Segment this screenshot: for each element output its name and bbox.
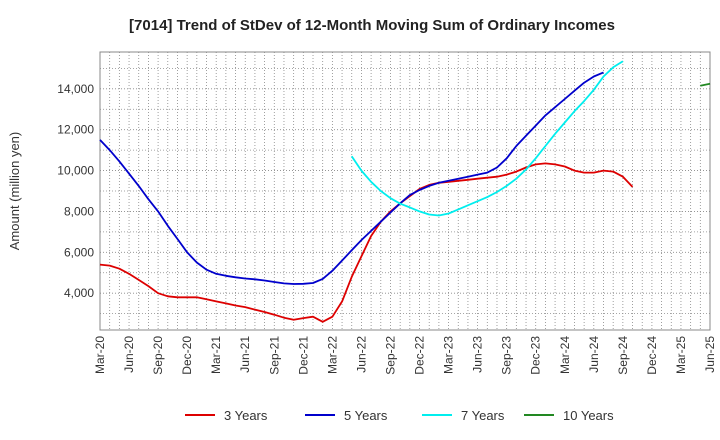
x-tick-label: Jun-25 — [703, 336, 717, 373]
series-lines — [99, 60, 711, 323]
legend-label: 3 Years — [224, 408, 268, 423]
x-tick-label: Mar-23 — [442, 336, 456, 374]
x-tick-label: Dec-24 — [645, 336, 659, 375]
series-line-10-years — [700, 82, 711, 87]
x-tick-label: Sep-24 — [616, 336, 630, 375]
legend-label: 7 Years — [461, 408, 505, 423]
x-tick-label: Jun-20 — [122, 336, 136, 373]
y-tick-label: 6,000 — [64, 245, 94, 259]
legend-label: 10 Years — [563, 408, 614, 423]
x-tick-label: Jun-24 — [587, 336, 601, 373]
x-tick-label: Mar-20 — [93, 336, 107, 374]
x-axis-ticks: Mar-20 Jun-20 Sep-20 Dec-20 Mar-21 Jun-21 Sep-… — [93, 336, 717, 375]
x-tick-label: Dec-21 — [296, 336, 310, 375]
x-tick-label: Sep-21 — [267, 336, 281, 375]
y-tick-label: 8,000 — [64, 204, 94, 218]
x-tick-label: Jun-21 — [238, 336, 252, 373]
chart-title: [7014] Trend of StDev of 12-Month Moving… — [129, 17, 615, 34]
plot-area — [99, 51, 711, 331]
y-tick-label: 10,000 — [57, 164, 94, 178]
y-tick-label: 4,000 — [64, 286, 94, 300]
y-tick-label: 12,000 — [57, 123, 94, 137]
series-line-3-years — [99, 162, 634, 323]
x-tick-label: Dec-23 — [529, 336, 543, 375]
y-tick-label: 14,000 — [57, 82, 94, 96]
x-tick-label: Dec-22 — [413, 336, 427, 375]
x-tick-label: Sep-20 — [151, 336, 165, 375]
x-tick-label: Mar-22 — [325, 336, 339, 374]
x-tick-label: Mar-24 — [558, 336, 572, 374]
x-tick-label: Mar-21 — [209, 336, 223, 374]
x-tick-label: Jun-22 — [354, 336, 368, 373]
y-axis-label: Amount (million yen) — [7, 132, 22, 251]
legend: 3 Years 5 Years 7 Years 10 Years — [185, 408, 614, 423]
x-tick-label: Sep-22 — [383, 336, 397, 375]
x-tick-label: Jun-23 — [471, 336, 485, 373]
x-tick-label: Mar-25 — [674, 336, 688, 374]
series-line-7-years — [350, 60, 624, 217]
x-tick-label: Sep-23 — [500, 336, 514, 375]
legend-label: 5 Years — [344, 408, 388, 423]
x-tick-label: Dec-20 — [180, 336, 194, 375]
y-axis-ticks: 4,000 6,000 8,000 10,000 12,000 14,000 — [57, 82, 94, 300]
series-line-5-years — [99, 71, 604, 285]
